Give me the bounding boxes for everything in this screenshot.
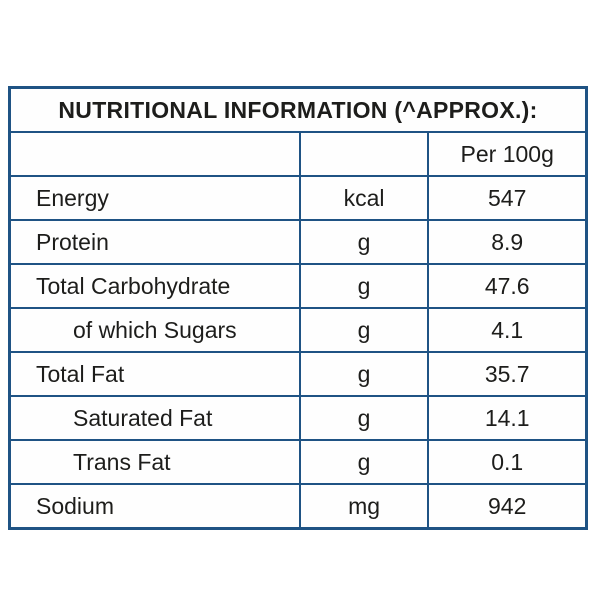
row-value: 14.1 — [427, 395, 588, 441]
row-unit: g — [298, 439, 430, 485]
table-row-energy: Energy kcal 547 — [8, 175, 588, 221]
row-label: of which Sugars — [8, 307, 301, 353]
table-row-of-which-sugars: of which Sugars g 4.1 — [8, 307, 588, 353]
column-header-per-100g: Per 100g — [427, 131, 588, 177]
row-unit: g — [298, 219, 430, 265]
row-label: Protein — [8, 219, 301, 265]
row-unit: g — [298, 395, 430, 441]
column-header-blank-1 — [8, 131, 301, 177]
table-title: NUTRITIONAL INFORMATION (^APPROX.): — [8, 86, 588, 133]
column-header-blank-2 — [298, 131, 430, 177]
row-unit: g — [298, 307, 430, 353]
row-unit: g — [298, 351, 430, 397]
table-row-sodium: Sodium mg 942 — [8, 483, 588, 530]
row-unit: mg — [298, 483, 430, 530]
nutrition-table: NUTRITIONAL INFORMATION (^APPROX.): Per … — [8, 86, 588, 530]
table-row-total-carbohydrate: Total Carbohydrate g 47.6 — [8, 263, 588, 309]
row-value: 4.1 — [427, 307, 588, 353]
column-header-row: Per 100g — [8, 131, 588, 177]
row-label: Trans Fat — [8, 439, 301, 485]
row-value: 942 — [427, 483, 588, 530]
row-value: 35.7 — [427, 351, 588, 397]
row-value: 47.6 — [427, 263, 588, 309]
row-unit: g — [298, 263, 430, 309]
row-value: 8.9 — [427, 219, 588, 265]
nutrition-table-container: NUTRITIONAL INFORMATION (^APPROX.): Per … — [8, 86, 588, 530]
table-row-trans-fat: Trans Fat g 0.1 — [8, 439, 588, 485]
row-label: Total Carbohydrate — [8, 263, 301, 309]
row-value: 0.1 — [427, 439, 588, 485]
table-row-total-fat: Total Fat g 35.7 — [8, 351, 588, 397]
row-label: Saturated Fat — [8, 395, 301, 441]
table-row-saturated-fat: Saturated Fat g 14.1 — [8, 395, 588, 441]
row-label: Total Fat — [8, 351, 301, 397]
row-unit: kcal — [298, 175, 430, 221]
row-label: Sodium — [8, 483, 301, 530]
table-title-row: NUTRITIONAL INFORMATION (^APPROX.): — [8, 86, 588, 133]
table-row-protein: Protein g 8.9 — [8, 219, 588, 265]
row-label: Energy — [8, 175, 301, 221]
row-value: 547 — [427, 175, 588, 221]
